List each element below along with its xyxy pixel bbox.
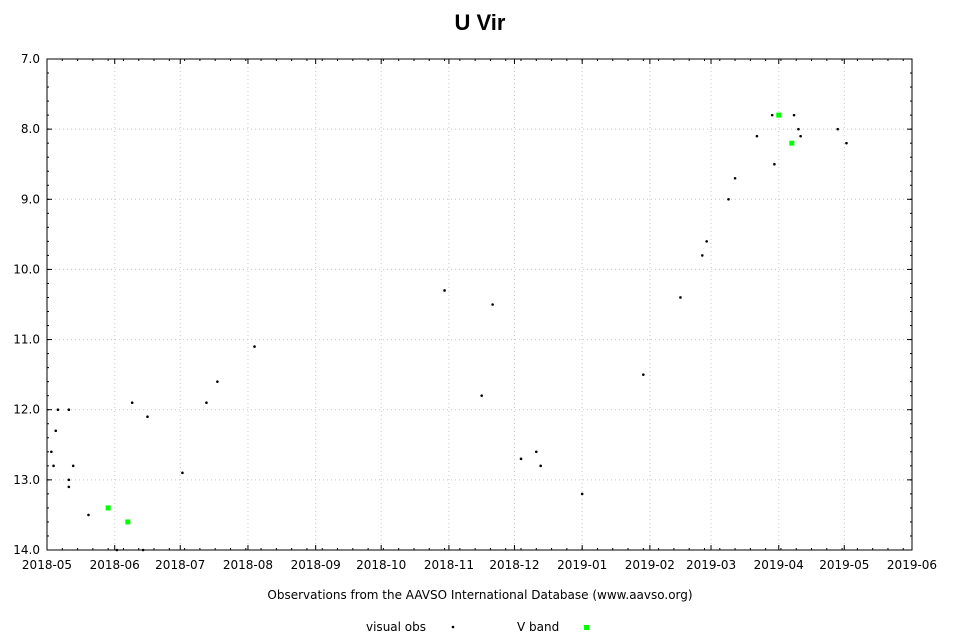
x-tick-label: 2018-12	[489, 558, 539, 572]
visual-obs-point	[50, 450, 53, 454]
visual-obs-point	[67, 485, 71, 489]
y-tick-label: 7.0	[21, 52, 40, 66]
plot-frame	[46, 58, 913, 551]
visual-obs-point	[539, 464, 542, 468]
y-tick-label: 8.0	[21, 122, 40, 136]
x-tick-label: 2019-02	[625, 558, 675, 572]
x-tick-label: 2018-11	[424, 558, 474, 572]
x-tick-label: 2018-10	[356, 558, 406, 572]
visual-obs-point	[797, 127, 800, 131]
visual-obs-point	[216, 380, 219, 383]
legend-label-visual: visual obs	[366, 620, 427, 634]
legend-marker-vband	[584, 625, 589, 630]
visual-obs-point	[845, 141, 848, 145]
visual-obs-point	[181, 471, 184, 475]
x-tick-label: 2018-06	[90, 558, 140, 572]
visual-obs-point	[733, 176, 737, 180]
visual-obs-point	[799, 134, 802, 138]
visual-obs-point	[792, 113, 796, 117]
visual-obs-point	[130, 401, 134, 405]
x-tick-label: 2019-06	[887, 558, 937, 572]
visual-obs-point	[146, 415, 149, 419]
visual-obs-point	[87, 513, 90, 517]
x-tick-label: 2018-07	[155, 558, 205, 572]
visual-obs-point	[56, 408, 60, 412]
x-tick-label: 2019-03	[686, 558, 736, 572]
x-axis-label: Observations from the AAVSO Internationa…	[267, 588, 693, 602]
visual-obs-point	[534, 450, 538, 454]
x-tick-label: 2019-01	[557, 558, 607, 572]
visual-obs-point	[71, 464, 75, 468]
legend-label-vband: V band	[517, 620, 560, 634]
v-band-point	[125, 519, 131, 525]
y-tick-label: 11.0	[13, 333, 40, 347]
x-tick-label: 2019-05	[819, 558, 869, 572]
x-tick-label: 2019-04	[754, 558, 804, 572]
visual-obs-point	[67, 408, 71, 412]
visual-obs-point	[443, 289, 446, 292]
visual-obs-point	[205, 401, 208, 405]
v-band-point	[789, 140, 795, 146]
visual-obs-point	[770, 113, 774, 117]
visual-obs-point	[705, 240, 708, 243]
x-tick-label: 2018-08	[223, 558, 273, 572]
visual-obs-point	[253, 345, 256, 348]
v-band-point	[105, 505, 111, 511]
visual-obs-point	[519, 457, 523, 461]
visual-obs-point	[701, 254, 704, 257]
visual-obs-point	[679, 296, 682, 299]
y-tick-label: 14.0	[13, 543, 40, 557]
visual-obs-point	[727, 197, 730, 201]
y-tick-label: 9.0	[21, 192, 40, 206]
visual-obs-point	[642, 373, 645, 376]
visual-obs-point	[115, 548, 119, 552]
visual-obs-point	[773, 162, 776, 166]
visual-obs-point	[491, 303, 494, 306]
legend-marker-visual	[451, 625, 455, 629]
v-band-point	[776, 112, 782, 118]
x-tick-label: 2018-09	[291, 558, 341, 572]
visual-obs-point	[52, 464, 55, 468]
visual-obs-point	[580, 492, 584, 496]
y-tick-label: 10.0	[13, 262, 40, 276]
visual-obs-point	[67, 478, 71, 482]
visual-obs-point	[836, 127, 840, 131]
visual-obs-point	[755, 134, 759, 138]
visual-obs-point	[480, 394, 483, 397]
visual-obs-point	[54, 429, 58, 433]
y-tick-label: 13.0	[13, 473, 40, 487]
x-tick-label: 2018-05	[22, 558, 72, 572]
visual-obs-point	[141, 548, 145, 552]
chart-title: U Vir	[454, 10, 506, 35]
y-tick-label: 12.0	[13, 403, 40, 417]
